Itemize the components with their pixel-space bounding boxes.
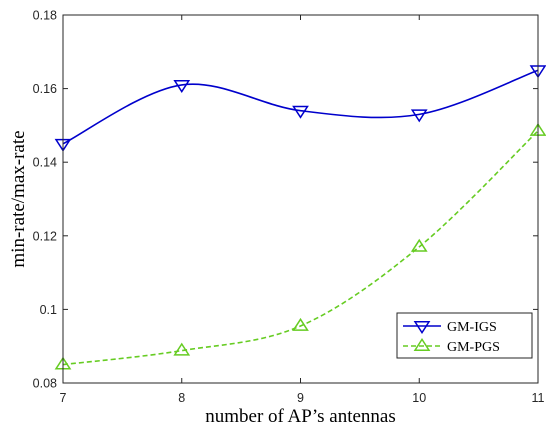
legend-entry-label: GM-PGS	[447, 340, 500, 355]
y-tick-label: 0.18	[33, 9, 57, 23]
x-axis-label: number of AP’s antennas	[205, 406, 396, 427]
data-point-gm-pgs	[173, 342, 191, 356]
data-point-gm-igs	[410, 109, 428, 123]
legend-entry-label: GM-IGS	[447, 320, 497, 335]
y-tick-label: 0.1	[40, 303, 57, 317]
x-tick-label: 10	[412, 391, 426, 405]
x-tick-label: 9	[297, 391, 304, 405]
series-line-gm-igs	[62, 69, 539, 145]
data-point-gm-pgs	[410, 238, 428, 252]
y-tick-label: 0.16	[33, 82, 57, 96]
y-axis-label: min-rate/max-rate	[8, 130, 29, 267]
y-axis: 0.08 0.1 0.12 0.14 0.16 0.18	[33, 9, 538, 391]
x-tick-label: 8	[178, 391, 185, 405]
legend: GM-IGS GM-PGS	[396, 312, 533, 359]
data-point-gm-igs	[173, 79, 191, 93]
series-gm-pgs	[54, 122, 546, 370]
data-point-gm-igs	[292, 105, 309, 119]
legend-marker	[413, 321, 431, 335]
x-tick-label: 7	[60, 391, 67, 405]
series-line-gm-pgs	[62, 130, 539, 366]
y-tick-label: 0.14	[33, 156, 57, 170]
x-axis: 7 8 9 10 11	[60, 15, 545, 405]
y-tick-label: 0.08	[33, 377, 57, 391]
legend-marker	[413, 337, 431, 351]
data-point-gm-pgs	[292, 317, 309, 331]
y-tick-label: 0.12	[33, 229, 57, 243]
x-tick-label: 11	[532, 391, 545, 405]
series-gm-igs	[54, 65, 546, 152]
